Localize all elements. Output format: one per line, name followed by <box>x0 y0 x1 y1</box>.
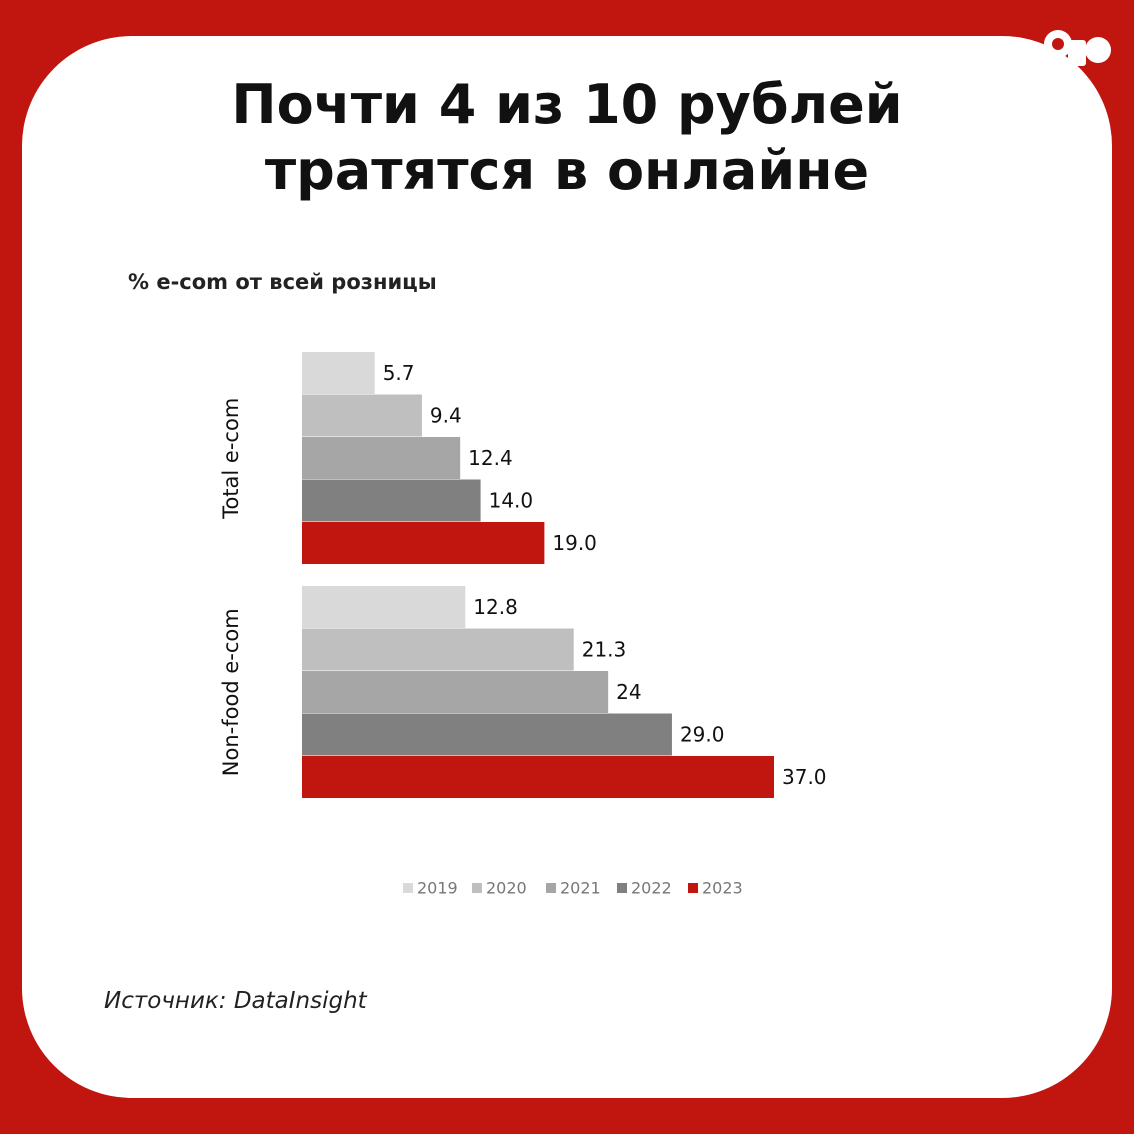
value-label: 29.0 <box>680 722 725 746</box>
bar <box>302 394 422 437</box>
bar <box>302 522 545 564</box>
card <box>22 36 1112 1098</box>
value-label: 9.4 <box>430 403 462 427</box>
value-label: 19.0 <box>552 531 597 555</box>
legend-label: 2023 <box>702 879 743 898</box>
value-label: 21.3 <box>582 637 627 661</box>
category-label: Total e-com <box>219 398 243 520</box>
source: Источник: DataInsight <box>104 988 367 1014</box>
value-label: 24 <box>616 680 641 704</box>
legend-label: 2022 <box>631 879 672 898</box>
legend-swatch <box>472 883 482 893</box>
value-label: 37.0 <box>782 765 827 789</box>
legend-swatch <box>546 883 556 893</box>
bar <box>302 628 574 671</box>
legend-swatch <box>688 883 698 893</box>
bar <box>302 437 461 479</box>
value-label: 12.4 <box>468 446 513 470</box>
legend-label: 2019 <box>417 879 458 898</box>
bar <box>302 352 375 394</box>
value-label: 12.8 <box>473 595 518 619</box>
value-label: 5.7 <box>383 361 415 385</box>
chart-title: Почти 4 из 10 рублей тратятся в онлайне <box>231 73 903 202</box>
bar <box>302 586 466 628</box>
legend-swatch <box>617 883 627 893</box>
bar <box>302 713 672 756</box>
legend-label: 2021 <box>560 879 601 898</box>
logo <box>1044 30 1111 66</box>
chart-subtitle: % e-com от всей розницы <box>128 270 437 294</box>
legend-swatch <box>403 883 413 893</box>
bar <box>302 756 774 798</box>
value-label: 14.0 <box>489 488 534 512</box>
bar <box>302 671 609 713</box>
category-label: Non-food e-com <box>219 608 243 776</box>
bar <box>302 479 481 522</box>
legend-label: 2020 <box>486 879 527 898</box>
